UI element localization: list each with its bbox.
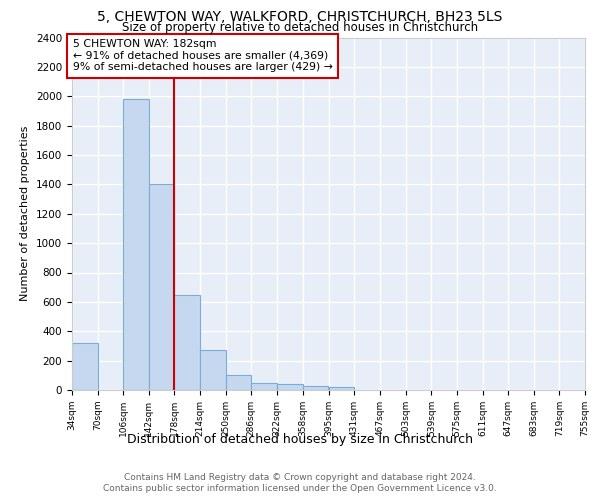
Bar — [72, 343, 98, 390]
Text: Size of property relative to detached houses in Christchurch: Size of property relative to detached ho… — [122, 21, 478, 34]
Bar — [200, 350, 226, 390]
Bar — [226, 376, 251, 390]
Text: Distribution of detached houses by size in Christchurch: Distribution of detached houses by size … — [127, 432, 473, 446]
Text: 5, CHEWTON WAY, WALKFORD, CHRISTCHURCH, BH23 5LS: 5, CHEWTON WAY, WALKFORD, CHRISTCHURCH, … — [97, 10, 503, 24]
Y-axis label: Number of detached properties: Number of detached properties — [20, 126, 31, 302]
Text: 5 CHEWTON WAY: 182sqm
← 91% of detached houses are smaller (4,369)
9% of semi-de: 5 CHEWTON WAY: 182sqm ← 91% of detached … — [73, 39, 332, 72]
Bar — [329, 388, 355, 390]
Bar — [302, 386, 328, 390]
Text: Contains HM Land Registry data © Crown copyright and database right 2024.: Contains HM Land Registry data © Crown c… — [124, 472, 476, 482]
Bar — [175, 294, 200, 390]
Bar — [277, 384, 302, 390]
Bar — [251, 384, 277, 390]
Bar — [149, 184, 175, 390]
Text: Contains public sector information licensed under the Open Government Licence v3: Contains public sector information licen… — [103, 484, 497, 493]
Bar — [123, 99, 149, 390]
